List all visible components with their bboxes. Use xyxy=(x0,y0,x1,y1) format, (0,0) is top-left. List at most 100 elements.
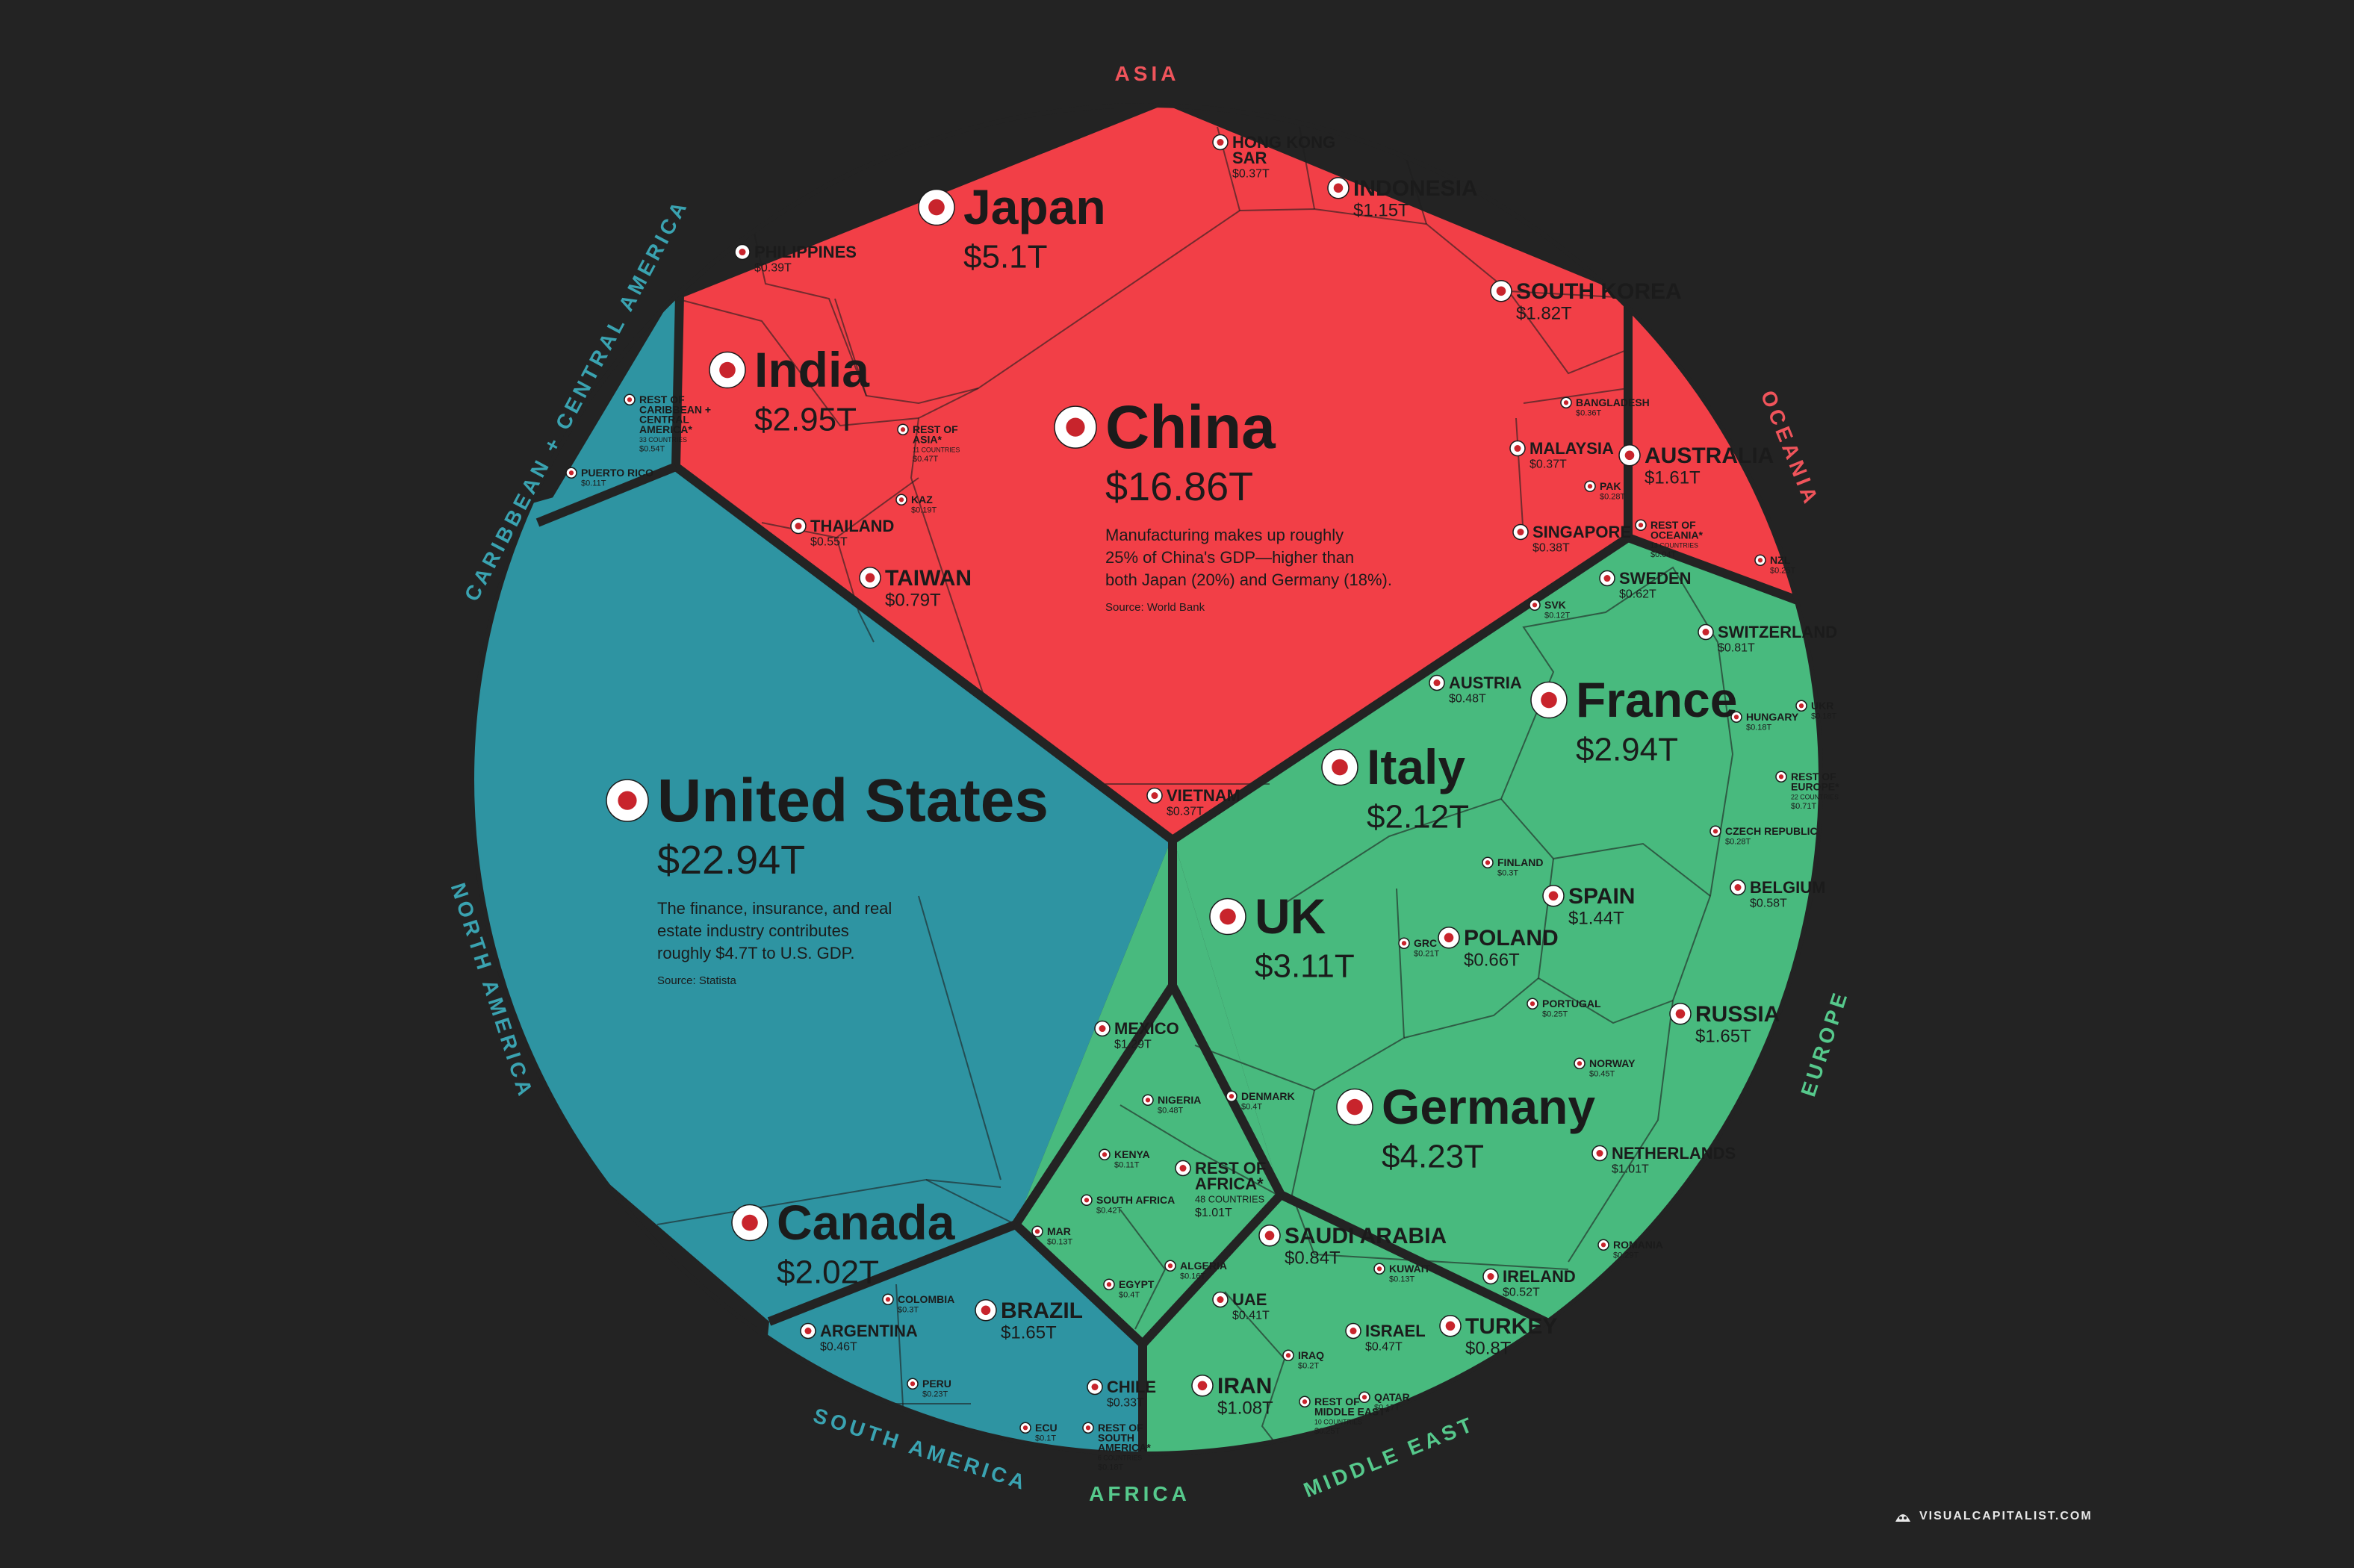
country-name: CZECH REPUBLIC xyxy=(1725,825,1818,837)
country-value: $0.1T xyxy=(1035,1434,1056,1443)
cell-spain[interactable]: SPAIN$1.44T xyxy=(1542,884,1635,929)
cell-ukr[interactable]: UKR$0.18T xyxy=(1795,700,1837,721)
country-count: 33 COUNTRIES xyxy=(639,436,687,444)
country-count: 48 COUNTRIES xyxy=(1195,1194,1264,1205)
cell-egypt[interactable]: EGYPT$0.4T xyxy=(1103,1278,1155,1300)
cell-svk[interactable]: SVK$0.12T xyxy=(1529,599,1571,620)
cell-poland[interactable]: POLAND$0.66T xyxy=(1438,926,1559,971)
cell-austria[interactable]: AUSTRIA$0.48T xyxy=(1429,673,1522,705)
country-name: VIETNAM xyxy=(1167,786,1240,805)
cell-vietnam[interactable]: VIETNAM$0.37T xyxy=(1146,786,1240,818)
cell-romania[interactable]: ROMANIA$0.29T xyxy=(1597,1239,1663,1260)
region-caribbean-central-america xyxy=(538,291,680,523)
cell-saudi-arabia[interactable]: SAUDI ARABIA$0.84T xyxy=(1258,1224,1447,1269)
country-name: United States xyxy=(657,767,1049,835)
cell-france[interactable]: France $2.94T xyxy=(1530,672,1737,768)
country-name: REST OF xyxy=(1314,1396,1360,1407)
country-name: India xyxy=(754,342,870,397)
country-name: EGYPT xyxy=(1119,1278,1155,1290)
cell-puerto-rico[interactable]: PUERTO RICO$0.11T xyxy=(565,467,653,488)
cell-uae[interactable]: UAE$0.41T xyxy=(1212,1290,1270,1322)
country-name: SWEDEN xyxy=(1619,569,1692,588)
brand-credit[interactable]: VISUALCAPITALIST.COM xyxy=(1894,1510,2093,1523)
cell-bangladesh[interactable]: BANGLADESH$0.36T xyxy=(1560,396,1650,418)
cell-taiwan[interactable]: TAIWAN$0.79T xyxy=(859,566,972,611)
cell-singapore[interactable]: SINGAPORE$0.38T xyxy=(1512,523,1631,554)
austria-flag-emblem-icon xyxy=(1433,679,1441,687)
cell-canada[interactable]: Canada $2.02T xyxy=(731,1195,956,1291)
cell-iraq[interactable]: IRAQ$0.2T xyxy=(1282,1349,1324,1371)
cell-south-korea[interactable]: SOUTH KOREA$1.82T xyxy=(1490,279,1682,324)
cell-colombia[interactable]: COLOMBIA$0.3T xyxy=(882,1293,954,1315)
cell-philippines[interactable]: PHILIPPINES$0.39T xyxy=(734,243,857,274)
country-value: $5.1T xyxy=(963,239,1048,276)
country-value: $0.37T xyxy=(1167,805,1204,818)
cell-kaz[interactable]: KAZ$0.19T xyxy=(895,494,937,515)
country-name: REST OF xyxy=(1098,1422,1143,1434)
cell-australia[interactable]: AUSTRALIA$1.61T xyxy=(1618,444,1774,488)
cell-portugal[interactable]: PORTUGAL$0.25T xyxy=(1527,998,1601,1019)
cell-pak[interactable]: PAK$0.28T xyxy=(1584,480,1626,502)
cell-argentina[interactable]: ARGENTINA$0.46T xyxy=(800,1322,918,1353)
cell-nigeria[interactable]: NIGERIA$0.48T xyxy=(1142,1094,1201,1116)
cell-hungary[interactable]: HUNGARY$0.18T xyxy=(1730,711,1799,732)
cell-ireland[interactable]: IRELAND$0.52T xyxy=(1482,1267,1576,1298)
cell-india[interactable]: India $2.95T xyxy=(709,342,870,438)
cell-brazil[interactable]: BRAZIL$1.65T xyxy=(975,1298,1083,1343)
cell-kuwait[interactable]: KUWAIT$0.13T xyxy=(1373,1263,1431,1284)
country-name: GRC xyxy=(1414,937,1437,949)
cell-iran[interactable]: IRAN$1.08T xyxy=(1191,1374,1273,1419)
nigeria-flag-emblem-icon xyxy=(1145,1098,1151,1103)
cell-south-africa[interactable]: SOUTH AFRICA$0.42T xyxy=(1081,1194,1175,1216)
cell-uk[interactable]: UK $3.11T xyxy=(1209,889,1355,985)
region-north-america xyxy=(472,463,1173,1322)
cell-peru[interactable]: PERU$0.23T xyxy=(907,1378,951,1399)
cell-algeria[interactable]: ALGERIA$0.16T xyxy=(1164,1260,1227,1281)
country-name: PUERTO RICO xyxy=(581,467,653,479)
cell-chile[interactable]: CHILE$0.33T xyxy=(1087,1378,1156,1409)
country-value: $0.54T xyxy=(639,445,665,454)
cell-nzl[interactable]: NZL$0.25T xyxy=(1754,554,1796,576)
cell-mexico[interactable]: MEXICO$1.29T xyxy=(1094,1019,1179,1051)
cell-switzerland[interactable]: SWITZERLAND$0.81T xyxy=(1698,623,1837,654)
cell-israel[interactable]: ISRAEL$0.47T xyxy=(1345,1322,1426,1353)
country-value: $0.37T xyxy=(1232,167,1270,180)
country-value: $0.11T xyxy=(581,479,606,488)
cell-indonesia[interactable]: INDONESIA$1.15T xyxy=(1327,176,1478,221)
cell-turkey[interactable]: TURKEY$0.8T xyxy=(1439,1314,1557,1359)
country-value: $0.13T xyxy=(1389,1275,1415,1284)
kaz-flag-emblem-icon xyxy=(898,497,904,503)
cell-germany[interactable]: Germany $4.23T xyxy=(1336,1079,1595,1175)
cell-grc[interactable]: GRC$0.21T xyxy=(1398,937,1440,959)
cell-japan[interactable]: Japan $5.1T xyxy=(918,179,1106,276)
cell-czech-republic[interactable]: CZECH REPUBLIC$0.28T xyxy=(1709,825,1818,847)
cell-ecu[interactable]: ECU$0.1T xyxy=(1019,1422,1058,1443)
cell-mar[interactable]: MAR$0.13T xyxy=(1031,1225,1073,1247)
cell-kenya[interactable]: KENYA$0.11T xyxy=(1099,1148,1150,1170)
cell-finland[interactable]: FINLAND$0.3T xyxy=(1482,856,1543,878)
cell-russia[interactable]: RUSSIA$1.65T xyxy=(1669,1002,1780,1047)
cell-netherlands[interactable]: NETHERLANDS$1.01T xyxy=(1591,1144,1736,1175)
cell-denmark[interactable]: DENMARK$0.4T xyxy=(1226,1090,1295,1112)
cell-united-states[interactable]: United States$22.94T The finance, insuran… xyxy=(606,767,1049,987)
country-name: BELGIUM xyxy=(1750,878,1825,897)
cell-china[interactable]: China$16.86T Manufacturing makes up rough… xyxy=(1054,393,1392,614)
cell-thailand[interactable]: THAILAND$0.55T xyxy=(790,517,894,548)
cell-italy[interactable]: Italy $2.12T xyxy=(1321,739,1469,836)
cell-sweden[interactable]: SWEDEN$0.62T xyxy=(1599,569,1692,600)
cell-qatar[interactable]: QATAR$0.17T xyxy=(1358,1391,1410,1413)
country-name: UAE xyxy=(1232,1290,1267,1309)
cell-malaysia[interactable]: MALAYSIA$0.37T xyxy=(1509,439,1614,470)
country-name: MEXICO xyxy=(1114,1019,1179,1038)
cell-belgium[interactable]: BELGIUM$0.58T xyxy=(1730,878,1825,909)
cell-norway[interactable]: NORWAY$0.45T xyxy=(1574,1057,1636,1079)
country-value: $0.18T xyxy=(1811,712,1837,721)
